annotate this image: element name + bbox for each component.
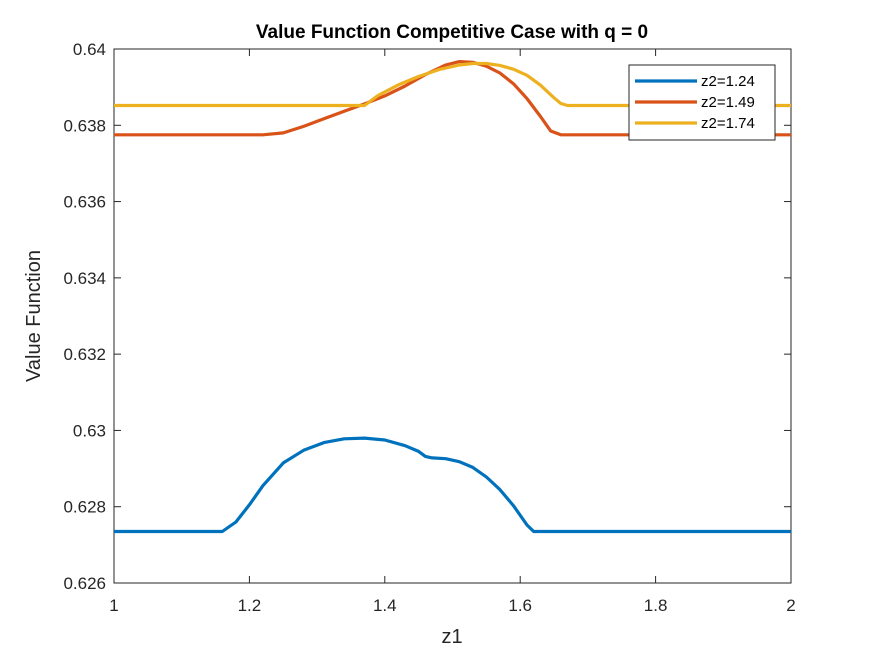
y-tick-label: 0.636 <box>63 193 106 212</box>
x-tick-label: 1.4 <box>373 596 397 615</box>
series-line-2 <box>114 59 791 137</box>
y-tick-label: 0.63 <box>73 421 106 440</box>
x-tick-label: 2 <box>786 596 795 615</box>
legend-label-2: z2=1.49 <box>701 94 755 111</box>
y-tick-label: 0.64 <box>73 40 106 59</box>
x-tick-label: 1.2 <box>238 596 262 615</box>
series-line-3 <box>114 61 791 108</box>
y-tick-label: 0.632 <box>63 345 106 364</box>
y-tick-label: 0.634 <box>63 269 106 288</box>
y-axis-label: Value Function <box>23 250 45 382</box>
y-tick-label: 0.628 <box>63 498 106 517</box>
x-axis-label: z1 <box>441 626 462 648</box>
x-tick-label: 1.6 <box>508 596 532 615</box>
legend: z2=1.24 z2=1.49 z2=1.74 <box>628 64 776 141</box>
series-line-1 <box>114 436 791 534</box>
y-tick-label: 0.626 <box>63 574 106 593</box>
y-tick-label: 0.638 <box>63 116 106 135</box>
legend-label-1: z2=1.24 <box>701 73 755 90</box>
series-lines <box>114 59 791 534</box>
x-tick-label: 1.8 <box>644 596 668 615</box>
legend-label-3: z2=1.74 <box>701 115 755 132</box>
chart-title: Value Function Competitive Case with q =… <box>256 22 648 43</box>
x-tick-label: 1 <box>109 596 118 615</box>
axis-ticks: 1 1.2 1.4 1.6 1.8 2 0.626 0.628 0.63 0.632 0.634 0.… <box>63 40 795 615</box>
